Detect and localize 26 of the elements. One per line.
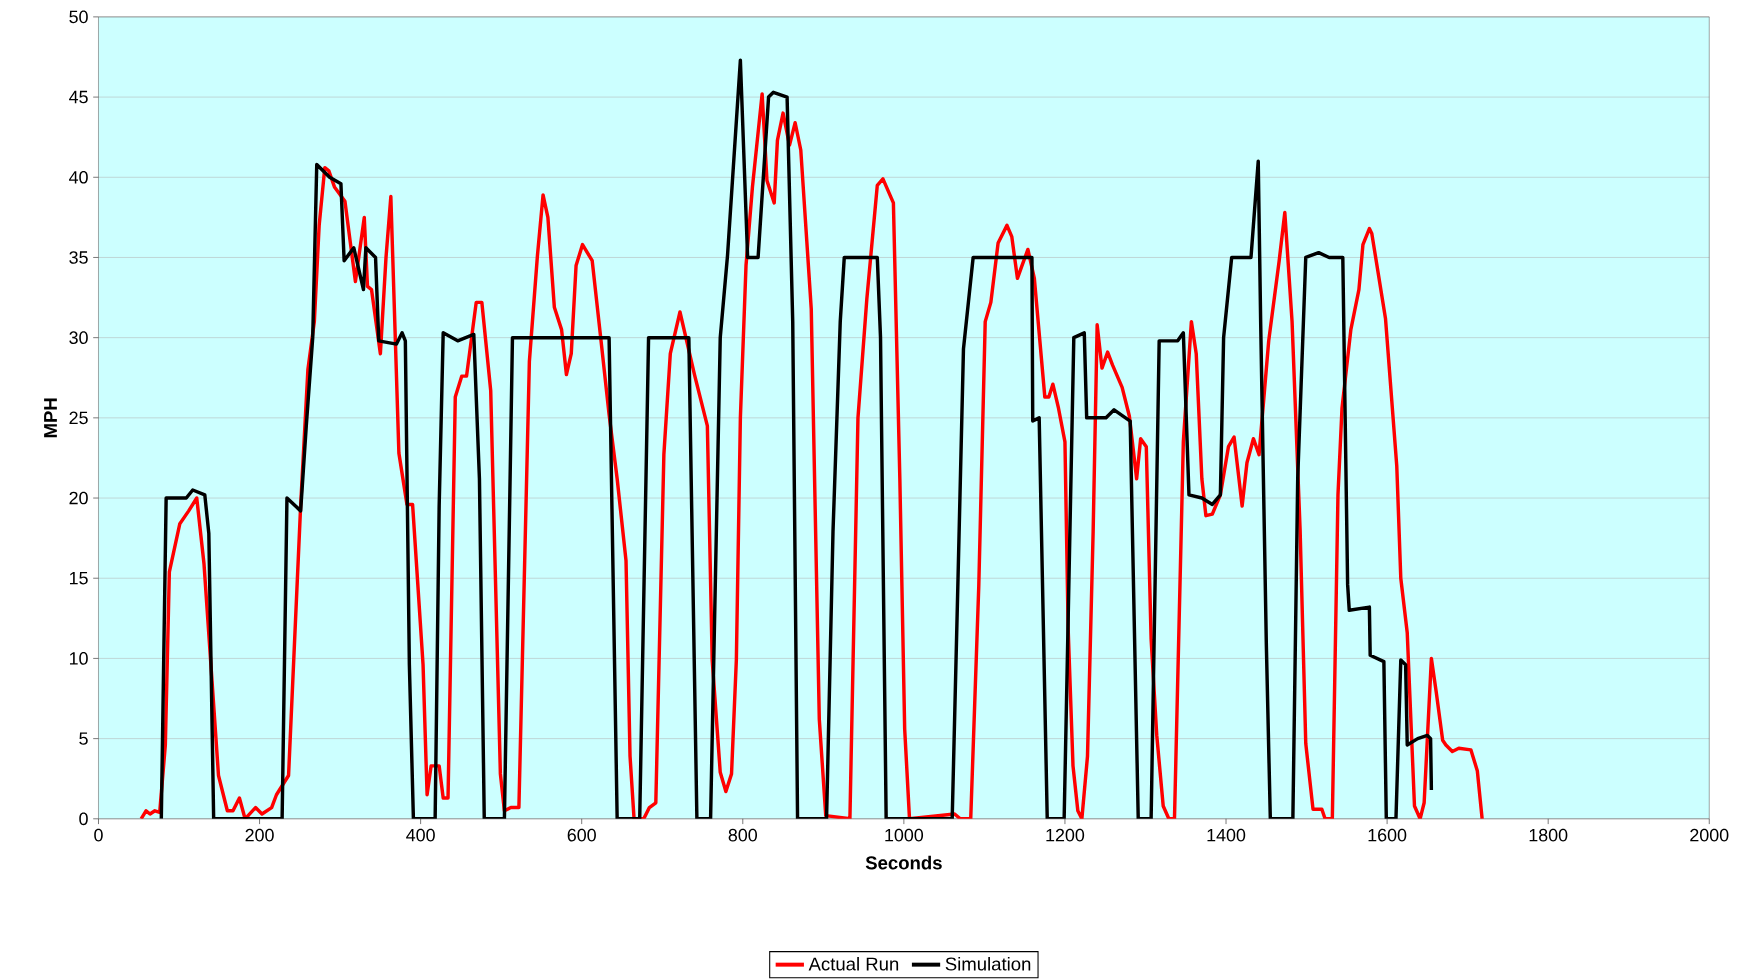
- y-tick-label: 40: [69, 171, 88, 184]
- y-tick-label: 0: [79, 812, 88, 826]
- y-tick-label: 45: [69, 90, 88, 104]
- y-tick-label: 15: [69, 572, 88, 585]
- y-tick-label: 35: [69, 251, 88, 264]
- y-tick-label: 10: [69, 652, 88, 665]
- legend-label: Simulation: [945, 957, 1031, 971]
- y-tick-label: 50: [69, 10, 88, 24]
- y-tick-label: 25: [69, 411, 88, 425]
- x-tick-label: 2000: [1690, 828, 1729, 842]
- x-tick-label: 1200: [1046, 828, 1085, 842]
- x-axis-title: Seconds: [865, 855, 942, 870]
- y-tick-label: 5: [79, 732, 88, 745]
- x-tick-label: 0: [94, 828, 103, 842]
- legend-label: Actual Run: [808, 957, 899, 971]
- y-tick-label: 20: [69, 491, 88, 505]
- x-tick-label: 600: [567, 828, 596, 842]
- x-tick-label: 400: [406, 828, 435, 842]
- x-tick-label: 1000: [885, 828, 924, 842]
- x-tick-label: 1400: [1207, 828, 1246, 842]
- x-tick-label: 1600: [1368, 828, 1407, 842]
- x-tick-label: 1800: [1529, 828, 1568, 842]
- x-tick-label: 800: [728, 828, 758, 842]
- x-tick-label: 200: [245, 828, 274, 842]
- y-axis-title: MPH: [44, 398, 57, 438]
- y-tick-label: 30: [69, 331, 88, 345]
